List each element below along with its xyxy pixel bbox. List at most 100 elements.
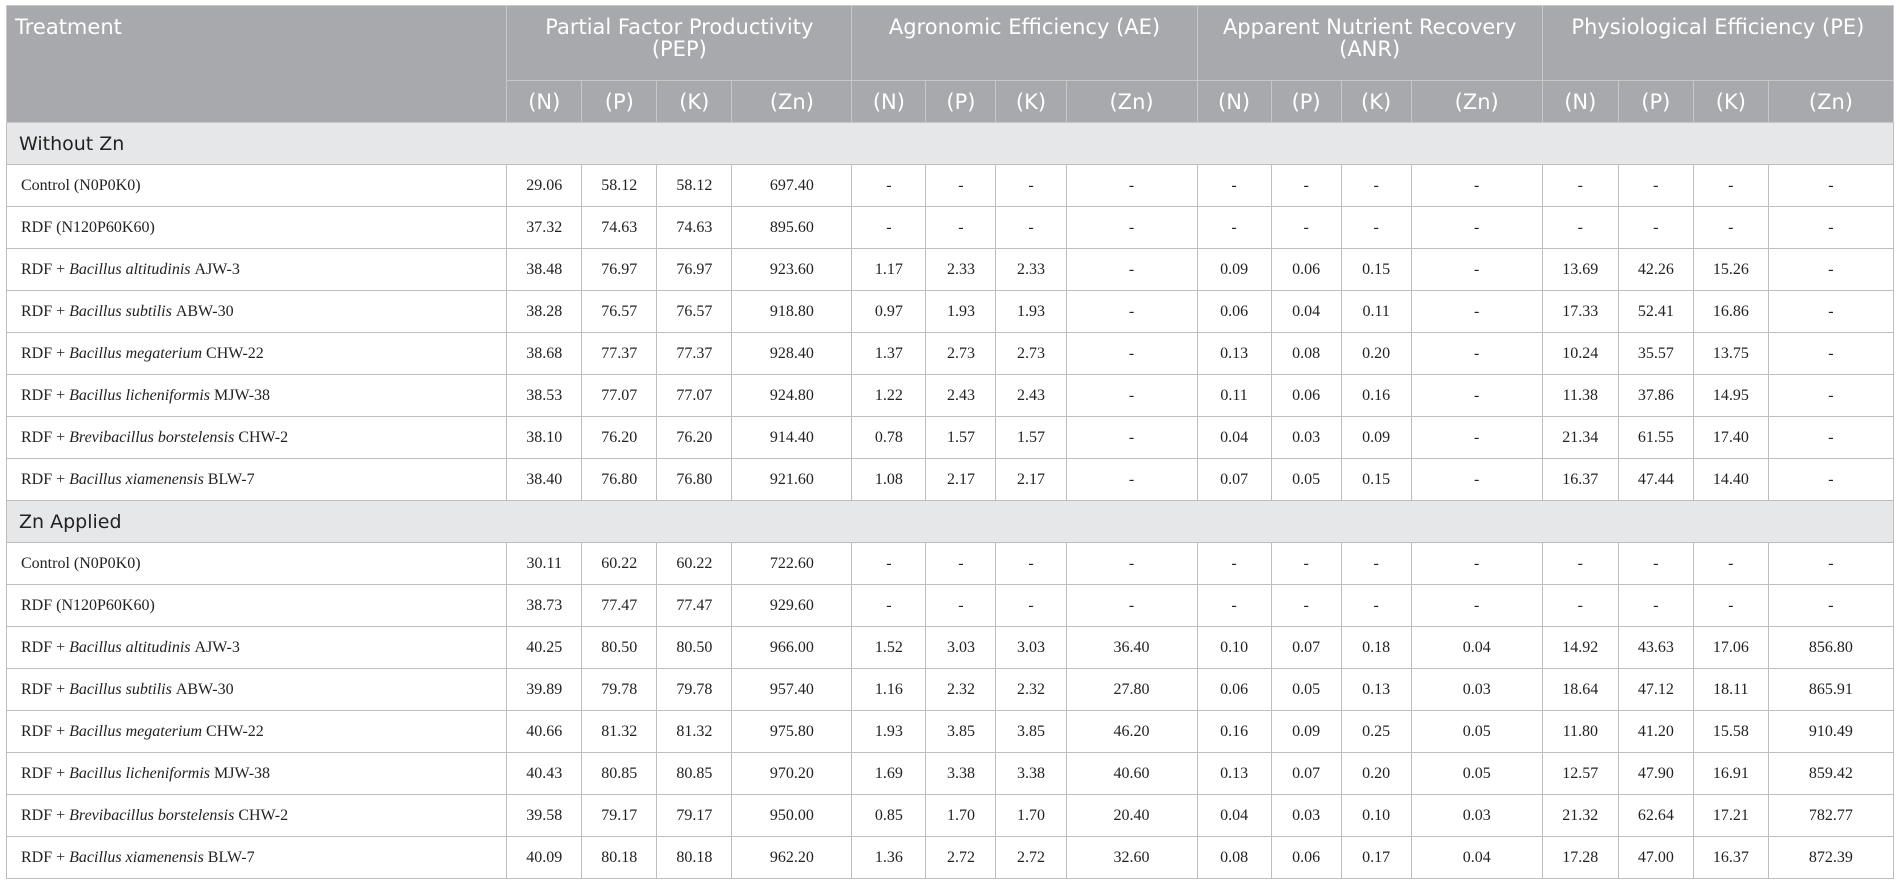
value-cell: 80.18 xyxy=(656,836,733,879)
value-cell: - xyxy=(925,542,997,585)
value-cell: 14.92 xyxy=(1541,626,1619,669)
value-cell: 0.13 xyxy=(1340,668,1412,711)
value-cell: 0.20 xyxy=(1340,332,1412,375)
value-cell: - xyxy=(1617,542,1694,585)
value-cell: - xyxy=(851,164,927,207)
column-header: (P) xyxy=(925,80,997,123)
value-cell: 80.85 xyxy=(656,752,733,795)
value-cell: 0.11 xyxy=(1340,290,1412,333)
table-header: Treatment Partial Factor Productivity (PE… xyxy=(5,5,1895,123)
value-cell: 2.72 xyxy=(995,836,1067,879)
value-cell: 14.95 xyxy=(1692,374,1769,417)
data-row: RDF + Bacillus xiamenensis BLW-7 40.09 80.18… xyxy=(5,836,1895,879)
value-cell: - xyxy=(851,542,927,585)
value-cell: - xyxy=(1196,206,1272,249)
species-name: Bacillus subtilis xyxy=(69,680,172,698)
value-cell: 32.60 xyxy=(1065,836,1198,879)
value-cell: 11.38 xyxy=(1541,374,1619,417)
value-cell: 38.40 xyxy=(506,458,583,501)
header-row: Treatment Partial Factor Productivity (PE… xyxy=(5,5,1895,123)
group-header: Apparent Nutrient Recovery (ANR) xyxy=(1196,5,1543,81)
treatment-prefix: RDF + xyxy=(21,470,66,488)
group-header: Physiological Efficiency (PE) xyxy=(1541,5,1895,81)
value-cell: 0.09 xyxy=(1270,710,1342,753)
value-cell: 40.43 xyxy=(506,752,583,795)
treatment-prefix: RDF + xyxy=(21,638,66,656)
value-cell: 975.80 xyxy=(731,710,853,753)
treatment-cell: RDF + Bacillus xiamenensis BLW-7 xyxy=(5,836,508,879)
value-cell: 1.57 xyxy=(995,416,1067,459)
value-cell: - xyxy=(1065,206,1198,249)
treatment-cell: RDF + Bacillus subtilis ABW-30 xyxy=(5,290,508,333)
value-cell: 13.75 xyxy=(1692,332,1769,375)
value-cell: 970.20 xyxy=(731,752,853,795)
value-cell: 3.03 xyxy=(995,626,1067,669)
treatment-cell: RDF + Bacillus licheniformis MJW-38 xyxy=(5,752,508,795)
value-cell: 0.07 xyxy=(1196,458,1272,501)
strain-name: BLW-7 xyxy=(207,470,255,488)
value-cell: 29.06 xyxy=(506,164,583,207)
value-cell: 0.18 xyxy=(1340,626,1412,669)
value-cell: 46.20 xyxy=(1065,710,1198,753)
value-cell: - xyxy=(1692,206,1769,249)
value-cell: 76.97 xyxy=(581,248,658,291)
value-cell: 16.86 xyxy=(1692,290,1769,333)
strain-name: BLW-7 xyxy=(207,848,255,866)
value-cell: 0.05 xyxy=(1270,458,1342,501)
value-cell: 77.47 xyxy=(656,584,733,627)
value-cell: 0.13 xyxy=(1196,752,1272,795)
value-cell: - xyxy=(1767,248,1895,291)
value-cell: - xyxy=(925,584,997,627)
value-cell: 17.21 xyxy=(1692,794,1769,837)
value-cell: - xyxy=(1767,542,1895,585)
treatment-name: Control (N0P0K0) xyxy=(21,554,141,572)
value-cell: - xyxy=(1065,248,1198,291)
value-cell: 3.03 xyxy=(925,626,997,669)
data-row: RDF + Bacillus licheniformis MJW-38 40.43 80… xyxy=(5,752,1895,795)
value-cell: 950.00 xyxy=(731,794,853,837)
value-cell: 1.37 xyxy=(851,332,927,375)
value-cell: 1.08 xyxy=(851,458,927,501)
value-cell: 61.55 xyxy=(1617,416,1694,459)
value-cell: 17.40 xyxy=(1692,416,1769,459)
data-row: RDF + Bacillus licheniformis MJW-38 38.53 77… xyxy=(5,374,1895,417)
value-cell: 77.07 xyxy=(656,374,733,417)
value-cell: 16.37 xyxy=(1541,458,1619,501)
value-cell: 37.86 xyxy=(1617,374,1694,417)
value-cell: - xyxy=(1065,584,1198,627)
value-cell: 2.17 xyxy=(995,458,1067,501)
value-cell: 0.04 xyxy=(1196,416,1272,459)
value-cell: 10.24 xyxy=(1541,332,1619,375)
species-name: Brevibacillus borstelensis xyxy=(69,428,235,446)
column-header: (Zn) xyxy=(1767,80,1895,123)
value-cell: - xyxy=(1196,584,1272,627)
column-header: (P) xyxy=(1270,80,1342,123)
strain-name: ABW-30 xyxy=(175,680,234,698)
treatment-cell: Control (N0P0K0) xyxy=(5,542,508,585)
value-cell: - xyxy=(1767,374,1895,417)
treatment-prefix: RDF + xyxy=(21,386,66,404)
value-cell: 924.80 xyxy=(731,374,853,417)
value-cell: 2.43 xyxy=(925,374,997,417)
treatment-name: Control (N0P0K0) xyxy=(21,176,141,194)
subheader-row: (N) (P) (K) (Zn) (N) (P) (K) (Zn) (N) (P) (K) (Zn)(… xyxy=(7,80,1895,123)
value-cell: - xyxy=(1065,290,1198,333)
strain-name: MJW-38 xyxy=(214,386,271,404)
value-cell: 74.63 xyxy=(581,206,658,249)
column-header: (Zn) xyxy=(1410,80,1543,123)
value-cell: 58.12 xyxy=(656,164,733,207)
value-cell: - xyxy=(1410,248,1543,291)
value-cell: - xyxy=(1541,164,1619,207)
value-cell: 38.28 xyxy=(506,290,583,333)
value-cell: 35.57 xyxy=(1617,332,1694,375)
value-cell: 0.06 xyxy=(1270,836,1342,879)
value-cell: 918.80 xyxy=(731,290,853,333)
value-cell: - xyxy=(1617,584,1694,627)
value-cell: - xyxy=(1410,374,1543,417)
value-cell: 13.69 xyxy=(1541,248,1619,291)
treatment-cell: RDF + Brevibacillus borstelensis CHW-2 xyxy=(5,794,508,837)
value-cell: 0.15 xyxy=(1340,248,1412,291)
value-cell: - xyxy=(1270,584,1342,627)
value-cell: - xyxy=(1410,584,1543,627)
treatment-prefix: RDF + xyxy=(21,848,66,866)
